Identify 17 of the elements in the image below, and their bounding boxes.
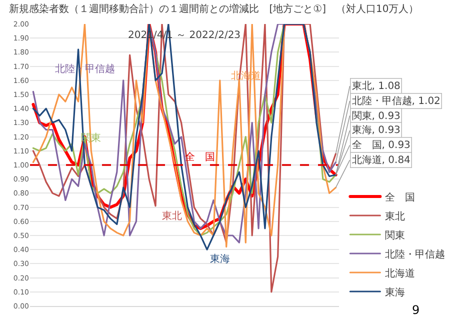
line-series bbox=[32, 24, 337, 293]
legend-label: 北海道 bbox=[385, 267, 416, 280]
legend-label: 東北 bbox=[385, 210, 406, 222]
legend-label: 北陸・甲信越 bbox=[385, 248, 446, 260]
annotation: 東北 bbox=[162, 210, 182, 222]
annotation: 東海 bbox=[210, 253, 230, 265]
text: 北陸・甲信越, 1.02 bbox=[352, 94, 440, 107]
text: 東海, 0.93 bbox=[352, 124, 400, 136]
legend-label: 関東 bbox=[385, 229, 406, 242]
legend-label: 全 国 bbox=[385, 191, 416, 204]
legend-label: 東海 bbox=[385, 286, 406, 298]
text: 東北, 1.08 bbox=[352, 80, 400, 92]
text: 9 bbox=[412, 303, 420, 317]
text: 北海道, 0.84 bbox=[352, 154, 410, 166]
text: 関東, 0.93 bbox=[352, 110, 400, 122]
text: 全 国, 0.93 bbox=[352, 138, 410, 151]
chart-title: 新規感染者数（１週間移動合計）の１週間前との増減比 [地方ごと①] （対人口10万人） bbox=[9, 2, 419, 15]
